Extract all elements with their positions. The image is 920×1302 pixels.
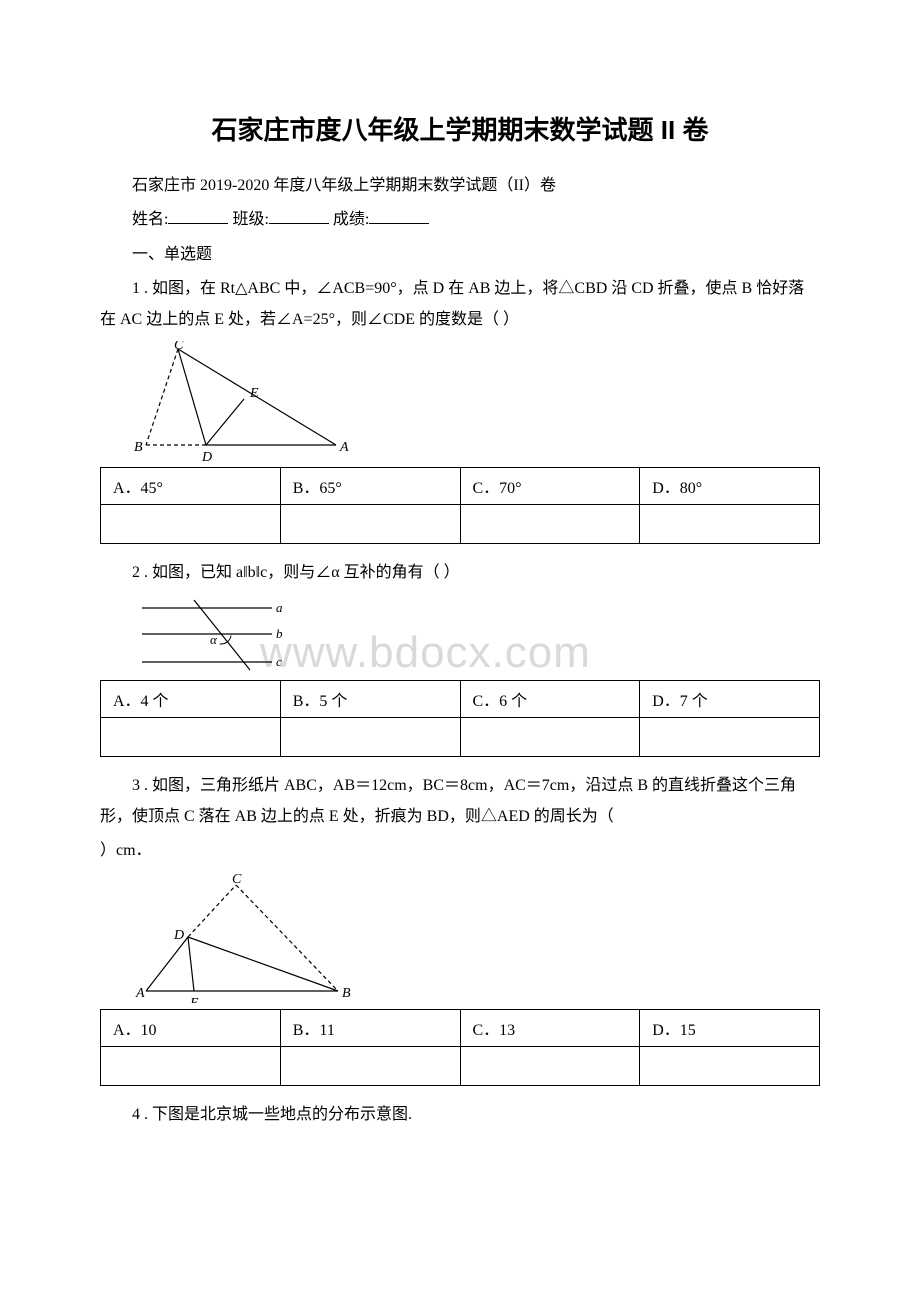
q1-options-table: A．45° B．65° C．70° D．80° <box>100 467 820 544</box>
q2-text: 2 . 如图，已知 a‖b‖c，则与∠α 互补的角有（ ） <box>100 558 820 588</box>
q2-figure: α abc <box>132 594 820 674</box>
q1-opt-d: D．80° <box>640 467 820 504</box>
class-blank <box>269 207 329 224</box>
q3-opt-d: D．15 <box>640 1009 820 1046</box>
class-label: 班级: <box>232 211 268 228</box>
svg-text:D: D <box>173 928 184 943</box>
svg-text:B: B <box>134 440 143 455</box>
q3-figure: A E B D C <box>132 873 820 1003</box>
svg-text:c: c <box>276 654 282 669</box>
q2-opt-c: C．6 个 <box>460 681 640 718</box>
page-title: 石家庄市度八年级上学期期末数学试题 II 卷 <box>100 110 820 147</box>
svg-text:C: C <box>174 341 184 353</box>
q1-opt-c: C．70° <box>460 467 640 504</box>
q3-options-table: A．10 B．11 C．13 D．15 <box>100 1009 820 1086</box>
svg-text:E: E <box>189 996 199 1003</box>
form-line: 姓名: 班级: 成绩: <box>100 205 820 235</box>
q4-text: 4 . 下图是北京城一些地点的分布示意图. <box>100 1100 820 1130</box>
q1-text: 1 . 如图，在 Rt△ABC 中，∠ACB=90°，点 D 在 AB 边上，将… <box>100 274 820 335</box>
svg-text:C: C <box>232 873 242 887</box>
q3-opt-b: B．11 <box>280 1009 460 1046</box>
svg-text:B: B <box>342 986 351 1001</box>
q1-figure: C B D A E <box>132 341 820 461</box>
svg-text:A: A <box>135 986 145 1001</box>
q2-opt-b: B．5 个 <box>280 681 460 718</box>
q3-opt-a: A．10 <box>101 1009 281 1046</box>
svg-text:E: E <box>249 386 259 401</box>
name-label: 姓名: <box>132 211 168 228</box>
score-label: 成绩: <box>333 211 369 228</box>
svg-text:A: A <box>339 440 349 455</box>
svg-text:D: D <box>201 450 212 461</box>
q2-options-table: A．4 个 B．5 个 C．6 个 D．7 个 <box>100 680 820 757</box>
q2-opt-d: D．7 个 <box>640 681 820 718</box>
q3-svg: A E B D C <box>132 873 362 1003</box>
q3-opt-c: C．13 <box>460 1009 640 1046</box>
q3-text-l2: ）cm． <box>100 836 820 866</box>
svg-text:α: α <box>210 632 218 647</box>
q1-opt-a: A．45° <box>101 467 281 504</box>
svg-text:b: b <box>276 626 283 641</box>
q1-svg: C B D A E <box>132 341 352 461</box>
q2-opt-a: A．4 个 <box>101 681 281 718</box>
name-blank <box>168 207 228 224</box>
svg-text:a: a <box>276 600 283 615</box>
q3-text-l1: 3 . 如图，三角形纸片 ABC，AB＝12cm，BC＝8cm，AC＝7cm，沿… <box>100 771 820 832</box>
q2-svg: α abc <box>132 594 312 674</box>
score-blank <box>369 207 429 224</box>
q1-opt-b: B．65° <box>280 467 460 504</box>
section-heading: 一、单选题 <box>100 240 820 270</box>
subtitle: 石家庄市 2019-2020 年度八年级上学期期末数学试题（II）卷 <box>100 171 820 201</box>
